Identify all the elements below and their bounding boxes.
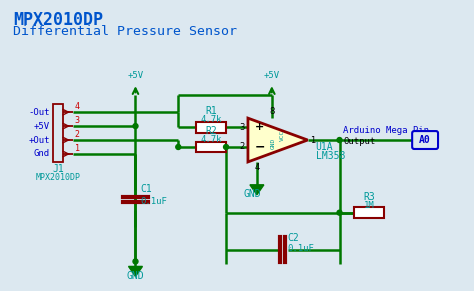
FancyBboxPatch shape (412, 131, 438, 149)
Text: LM358: LM358 (316, 151, 345, 161)
Text: 4.7k: 4.7k (201, 115, 222, 124)
Text: R2: R2 (205, 126, 217, 136)
Polygon shape (250, 185, 264, 195)
Polygon shape (248, 118, 308, 162)
Text: +: + (255, 122, 264, 132)
Text: 2: 2 (240, 143, 245, 152)
Text: 3: 3 (239, 123, 245, 132)
Bar (196, 141, 226, 152)
Text: −: − (255, 141, 265, 153)
Bar (355, 207, 384, 218)
Circle shape (337, 210, 342, 215)
Polygon shape (128, 267, 143, 276)
Text: 8: 8 (269, 107, 274, 116)
Text: Differential Pressure Sensor: Differential Pressure Sensor (13, 24, 237, 38)
Bar (53, 104, 63, 162)
Text: A0: A0 (419, 135, 431, 145)
Text: +5V: +5V (264, 71, 280, 80)
Text: R1: R1 (205, 106, 217, 116)
Text: GND: GND (270, 137, 275, 149)
Text: MPX2010DP: MPX2010DP (36, 173, 81, 182)
Circle shape (337, 138, 342, 143)
Text: 1M: 1M (364, 201, 375, 210)
Text: C1: C1 (140, 184, 152, 194)
Text: -Out: -Out (28, 108, 50, 117)
Text: Gnd: Gnd (34, 150, 50, 159)
Text: +5V: +5V (128, 71, 144, 80)
Text: MPX2010DP: MPX2010DP (13, 11, 103, 29)
Text: GND: GND (127, 272, 144, 281)
Text: 4.7k: 4.7k (201, 135, 222, 144)
Text: 2: 2 (75, 130, 80, 139)
Text: 0.1uF: 0.1uF (288, 244, 315, 253)
Circle shape (224, 145, 228, 150)
Text: Arduino Mega Pin: Arduino Mega Pin (344, 126, 429, 134)
Text: GND: GND (243, 189, 261, 199)
Bar (196, 122, 226, 133)
Text: 1: 1 (310, 136, 315, 145)
Text: VCC: VCC (280, 129, 285, 141)
Text: C2: C2 (288, 233, 300, 242)
Circle shape (133, 259, 138, 264)
Text: 3: 3 (75, 116, 80, 125)
Text: 4: 4 (75, 102, 80, 111)
Text: 4: 4 (254, 163, 260, 172)
Text: Output: Output (344, 136, 376, 146)
Text: J1: J1 (52, 164, 64, 174)
Circle shape (133, 124, 138, 129)
Text: U1A: U1A (316, 142, 333, 152)
Text: +5V: +5V (34, 122, 50, 131)
Text: 0.1uF: 0.1uF (140, 197, 167, 206)
Text: 1: 1 (75, 144, 80, 153)
Text: R3: R3 (364, 192, 375, 202)
Circle shape (176, 145, 181, 150)
Text: +Out: +Out (28, 136, 50, 145)
